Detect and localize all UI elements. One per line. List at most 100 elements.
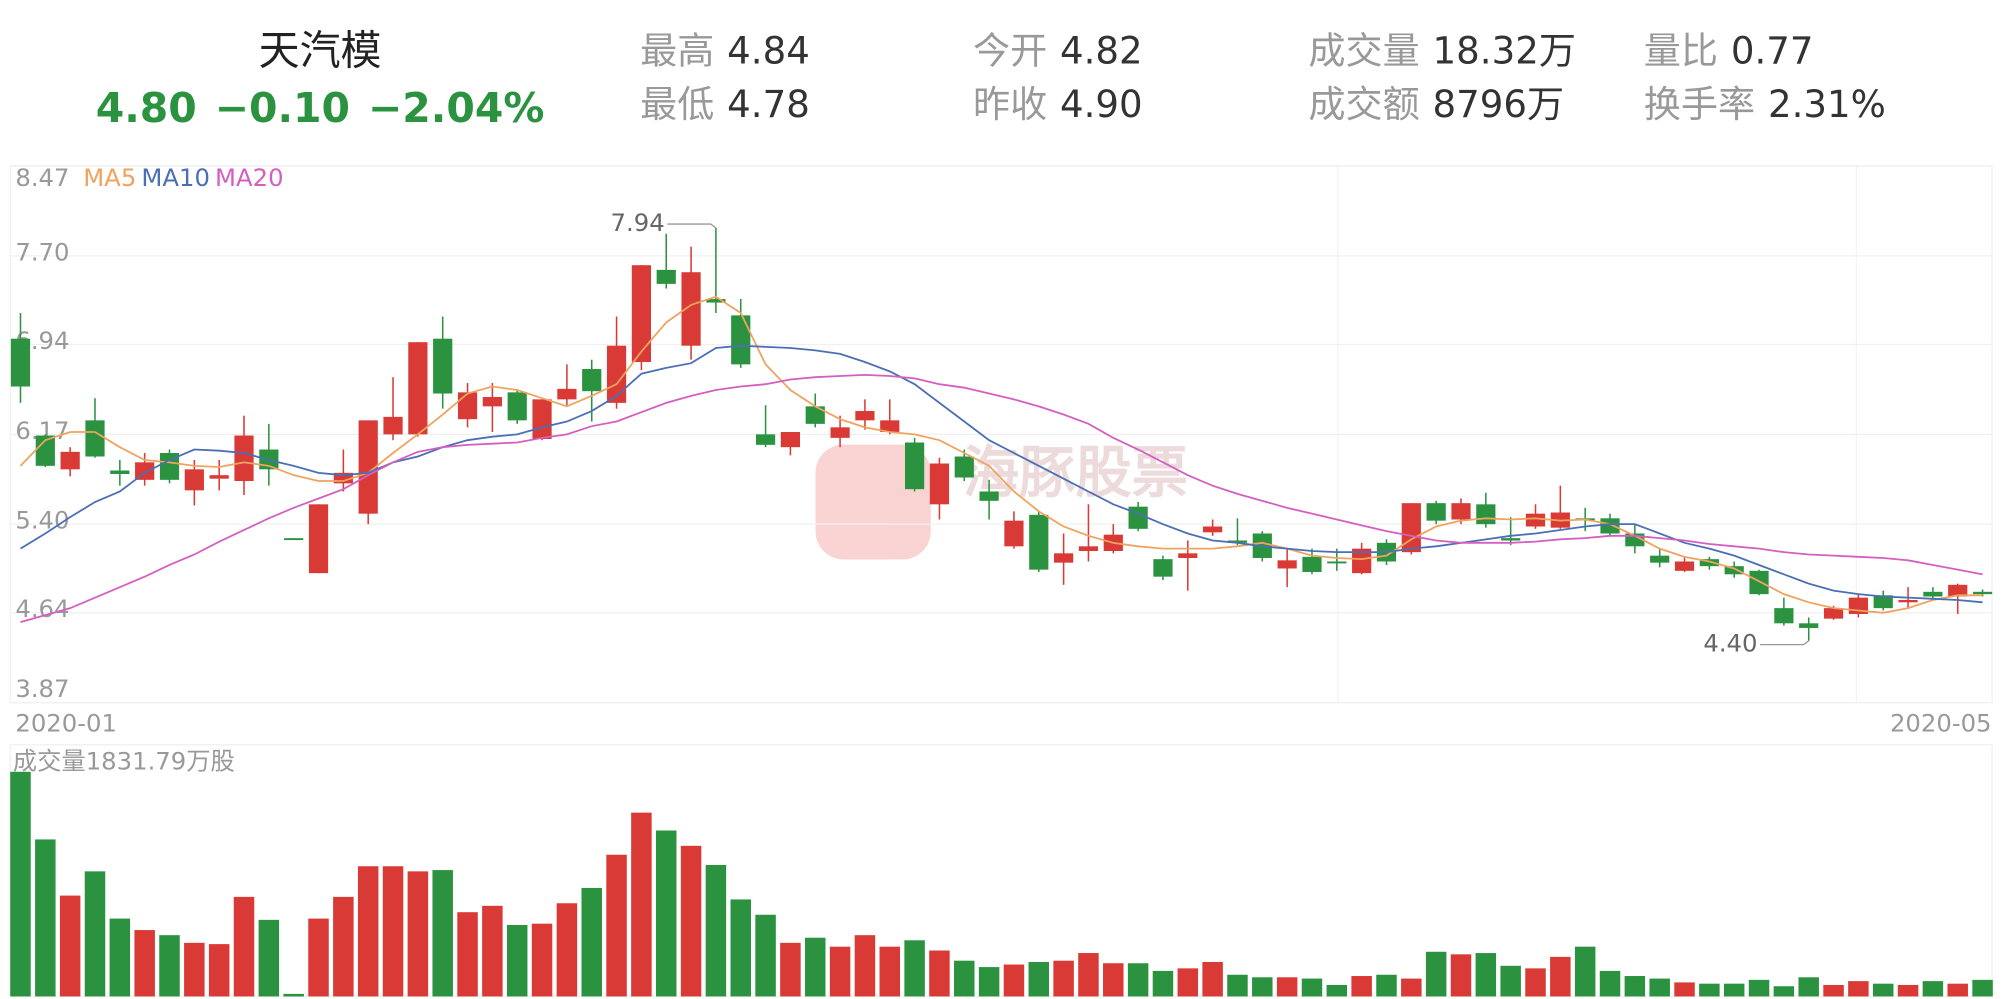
stat-value: 0.77 — [1731, 29, 1814, 72]
candle-body — [1799, 623, 1819, 628]
volume-bar — [308, 918, 329, 997]
volume-bar — [606, 854, 627, 997]
candle-body — [606, 345, 627, 403]
volume-bar — [1972, 979, 1993, 997]
candle-body — [681, 272, 701, 346]
volume-bar — [1699, 983, 1720, 997]
volume-bar — [159, 935, 180, 997]
legend-entry: MA20 — [215, 163, 284, 192]
extreme-leader — [667, 223, 717, 229]
volume-bar — [233, 896, 255, 997]
candle-body — [10, 338, 31, 387]
volume-bar — [59, 895, 81, 997]
change: −0.10 — [215, 84, 350, 132]
volume-bar — [1326, 984, 1348, 997]
volume-bar — [1450, 954, 1472, 997]
price: 4.80 — [96, 84, 197, 132]
candle-body — [880, 420, 900, 433]
volume-bar — [1674, 982, 1695, 997]
candle-body — [1724, 566, 1744, 575]
candle-body — [1451, 503, 1471, 520]
volume-bar — [1823, 984, 1844, 997]
candle-body — [706, 299, 726, 303]
volume-bar — [1301, 978, 1323, 997]
y-tick-label: 7.70 — [15, 237, 69, 266]
candle-body — [159, 453, 180, 480]
candle-body — [1054, 553, 1074, 563]
candle-body — [532, 399, 552, 440]
change-pct: −2.04% — [368, 84, 544, 132]
stat: 今开 4.82 — [973, 29, 1143, 72]
candle-body — [383, 416, 403, 435]
candle-body — [1972, 591, 1993, 595]
volume-bar — [1475, 953, 1497, 997]
volume-bar — [134, 930, 155, 997]
candle-body — [1352, 548, 1372, 574]
candle-body — [1898, 599, 1918, 603]
volume-bar — [1773, 986, 1795, 997]
volume-bar — [1525, 968, 1546, 997]
candle-body — [1873, 595, 1893, 609]
volume-bar — [382, 866, 404, 997]
volume-bar — [1574, 946, 1596, 997]
candle-body — [631, 265, 651, 363]
volume-bar — [432, 870, 453, 997]
volume-bar — [407, 871, 429, 997]
volume-bar — [35, 839, 56, 997]
candle-body — [85, 420, 105, 457]
candle-body — [110, 470, 130, 475]
ma-line — [20, 373, 1983, 623]
candle-body — [1029, 514, 1049, 570]
volume-bar — [109, 918, 131, 997]
candle-body — [482, 397, 502, 407]
stat-label: 成交量 — [1308, 29, 1419, 72]
volume-bar — [978, 967, 1000, 997]
stock-name: 天汽模 — [259, 27, 382, 75]
volume-bar — [1649, 978, 1670, 997]
y-tick-label: 4.64 — [15, 594, 69, 623]
candle-body — [755, 434, 776, 445]
volume-bar — [333, 896, 354, 997]
volume-bar — [730, 899, 751, 997]
x-tick-label: 2020-01 — [15, 708, 117, 737]
volume-bar — [1202, 961, 1223, 997]
stat-label: 昨收 — [973, 83, 1047, 126]
volume-bar — [854, 935, 876, 997]
candle-body — [1203, 526, 1223, 533]
volume-bar — [705, 864, 727, 997]
candle-body — [1227, 540, 1248, 543]
stat-label: 成交额 — [1308, 83, 1419, 126]
candle-body — [1327, 561, 1347, 564]
candle-body — [1650, 555, 1670, 563]
volume-bar — [581, 887, 602, 997]
watermark: 海豚股票 — [815, 441, 1188, 560]
legend-entry: MA5 — [83, 163, 136, 192]
volume-bar — [680, 845, 702, 997]
volume-bar — [1500, 965, 1521, 997]
stat-label: 换手率 — [1644, 83, 1755, 126]
volume-bar — [1872, 983, 1894, 997]
volume-bar — [283, 993, 304, 997]
candle-body — [234, 435, 254, 482]
stat-value: 4.82 — [1060, 29, 1143, 72]
volume-bar — [556, 903, 578, 997]
candle-body — [731, 315, 751, 365]
volume-bar — [1897, 984, 1919, 997]
volume-bar — [1550, 956, 1571, 997]
volume-bar — [1276, 977, 1298, 997]
stat: 成交量 18.32万 — [1308, 29, 1576, 72]
volume-bar — [1003, 964, 1025, 997]
x-tick-label: 2020-05 — [1890, 708, 1992, 737]
candle-body — [830, 427, 850, 438]
y-tick-label: 5.40 — [15, 506, 69, 535]
volume-bar — [631, 812, 652, 997]
candle-body — [507, 392, 527, 421]
candle-body — [1004, 520, 1024, 547]
y-tick-label: 8.47 — [15, 163, 69, 192]
extreme-label: 7.94 — [611, 208, 665, 237]
candle-body — [1923, 591, 1943, 597]
candle-body — [1153, 559, 1173, 577]
price-line: 4.80 −0.10 −2.04% — [96, 84, 545, 132]
